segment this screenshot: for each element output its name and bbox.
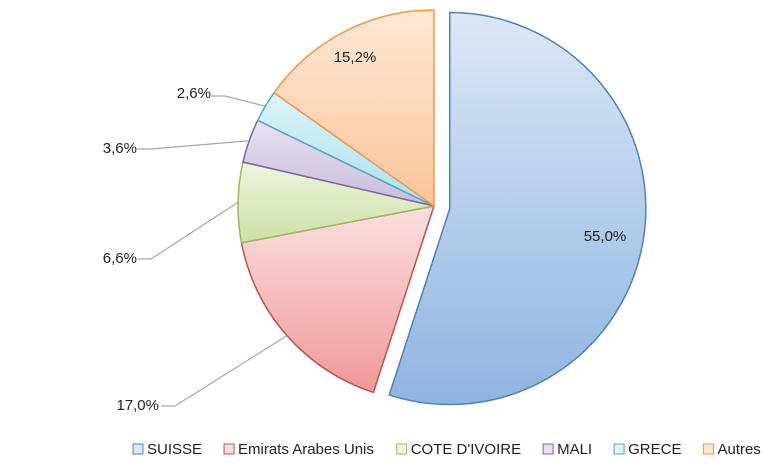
- data-label-suisse: 55,0%: [584, 228, 627, 245]
- data-label-emirats-arabes-unis: 17,0%: [116, 397, 159, 414]
- legend-label: SUISSE: [147, 441, 202, 458]
- legend-label: GRECE: [628, 441, 681, 458]
- slice-autres: [272, 9, 435, 208]
- legend-item-mali: MALI: [542, 441, 592, 458]
- data-label-mali: 3,6%: [103, 140, 137, 157]
- legend-item-grece: GRECE: [613, 441, 681, 458]
- legend-swatch: [613, 443, 625, 455]
- legend-item-cote-d-ivoire: COTE D'IVOIRE: [396, 441, 521, 458]
- leader-line-grece: [211, 95, 266, 107]
- leader-line-cote-d-ivoire: [137, 201, 239, 260]
- data-label-autres: 15,2%: [334, 49, 377, 66]
- legend-label: MALI: [557, 441, 592, 458]
- slice-emirats-arabes-unis: [240, 205, 436, 394]
- legend-item-suisse: SUISSE: [132, 441, 202, 458]
- data-label-cote-d-ivoire: 6,6%: [103, 250, 137, 267]
- legend-item-emirats-arabes-unis: Emirats Arabes Unis: [223, 441, 374, 458]
- leader-line-emirats-arabes-unis: [161, 335, 288, 407]
- legend-swatch: [702, 443, 714, 455]
- legend-swatch: [223, 443, 235, 455]
- data-labels: 55,0% 17,0% 6,6% 3,6% 2,6% 15,2%: [103, 49, 626, 414]
- legend-label: Autres: [717, 441, 760, 458]
- leader-line-mali: [137, 140, 250, 150]
- legend-label: Emirats Arabes Unis: [238, 441, 374, 458]
- legend-swatch: [132, 443, 144, 455]
- legend-swatch: [542, 443, 554, 455]
- legend: SUISSE Emirats Arabes Unis COTE D'IVOIRE MA…: [132, 441, 761, 458]
- legend-swatch: [396, 443, 408, 455]
- legend-label: COTE D'IVOIRE: [411, 441, 521, 458]
- leader-lines: [137, 95, 288, 407]
- slice-suisse: [388, 11, 647, 406]
- data-label-grece: 2,6%: [177, 85, 211, 102]
- legend-item-autres: Autres: [702, 441, 761, 458]
- pie-slices: [237, 9, 647, 406]
